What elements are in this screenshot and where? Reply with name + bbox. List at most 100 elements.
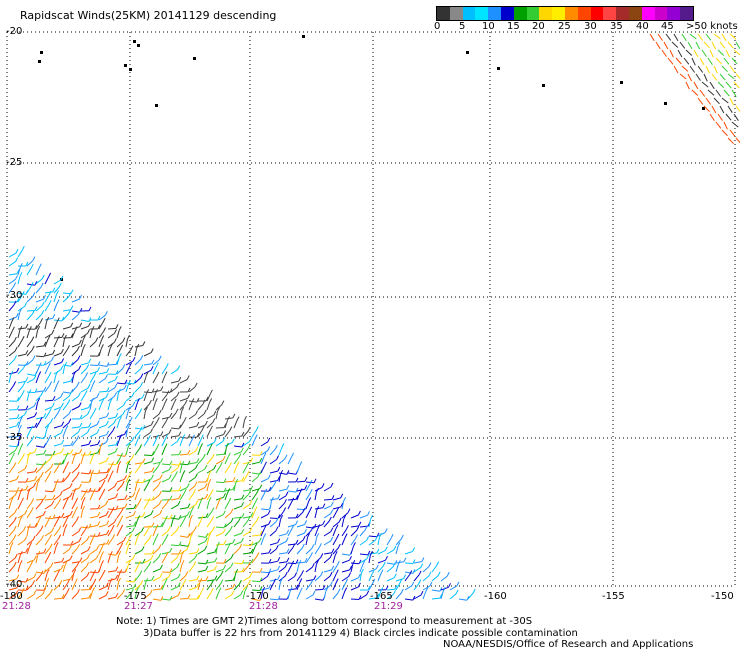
legend-label-45: 45 <box>661 21 674 32</box>
wind-barb-flag <box>232 583 236 589</box>
wind-barb-flag <box>77 543 80 549</box>
wind-barb-flag <box>187 503 191 508</box>
wind-barb <box>287 456 293 465</box>
wind-barb-flag <box>178 450 182 455</box>
wind-barb-flag <box>24 302 28 307</box>
wind-barb <box>341 537 346 546</box>
wind-barb <box>170 380 179 384</box>
wind-barb-flag <box>88 403 92 408</box>
wind-barb-flag <box>88 450 92 456</box>
wind-barb-flag <box>222 455 226 461</box>
wind-barb <box>26 576 35 582</box>
wind-barb <box>35 555 39 564</box>
wind-barb <box>731 57 738 65</box>
wind-barb-flag <box>67 345 70 350</box>
wind-barb-flag <box>330 527 334 532</box>
wind-barb <box>350 564 354 573</box>
wind-barb-flag <box>223 523 227 528</box>
wind-barb <box>89 364 99 366</box>
wind-barb-flag <box>202 399 206 405</box>
wind-barb <box>296 582 301 591</box>
wind-barb-flag <box>291 560 295 566</box>
wind-barb <box>107 510 113 519</box>
wind-barb-flag <box>76 516 80 521</box>
wind-barb-flag <box>34 388 38 393</box>
wind-barb-flag <box>186 483 190 488</box>
wind-barb-flag <box>14 355 18 360</box>
wind-barb <box>341 559 350 564</box>
wind-barb-flag <box>50 454 54 459</box>
wind-barb <box>26 439 33 447</box>
wind-barb <box>215 459 224 465</box>
wind-barb-flag <box>76 381 80 387</box>
wind-barb-flag <box>249 500 253 505</box>
wind-barb-flag <box>21 335 25 341</box>
wind-barb <box>721 65 728 73</box>
wind-barb-flag <box>34 467 38 473</box>
wind-barb <box>269 582 275 591</box>
wind-barb-flag <box>336 560 340 566</box>
wind-barb-flag <box>22 453 25 458</box>
wind-barb <box>53 466 59 474</box>
wind-barb <box>71 431 79 438</box>
wind-barb <box>17 420 21 429</box>
wind-barb-flag <box>348 572 352 577</box>
wind-barb-flag <box>177 500 181 506</box>
wind-barb <box>314 588 324 591</box>
wind-barb <box>731 121 739 128</box>
wind-barb <box>197 582 201 591</box>
wind-barb <box>134 531 142 537</box>
wind-barb <box>125 447 129 456</box>
wind-barb-flag <box>133 510 136 516</box>
wind-barb <box>62 456 67 465</box>
wind-barb-flag <box>158 409 162 415</box>
wind-barb-flag <box>181 406 185 412</box>
wind-barb-flag <box>92 533 96 538</box>
wind-barb-flag <box>60 402 64 408</box>
wind-barb <box>332 506 341 510</box>
wind-barb-flag <box>16 574 20 580</box>
wind-barb-flag <box>25 361 29 366</box>
wind-barb <box>665 33 672 41</box>
wind-barb-flag <box>232 413 236 419</box>
wind-barb-flag <box>52 514 56 519</box>
wind-barb-flag <box>40 471 44 477</box>
wind-barb-flag <box>105 510 109 516</box>
wind-barb <box>44 467 52 474</box>
wind-barb-flag <box>30 281 34 287</box>
wind-barb-flag <box>37 550 41 556</box>
wind-barb <box>386 566 394 573</box>
wind-barb <box>134 564 139 573</box>
island-marker <box>193 57 196 60</box>
wind-barb <box>735 73 740 80</box>
colorbar-swatch <box>526 7 540 20</box>
wind-barb-flag <box>222 437 226 442</box>
wind-barb <box>71 510 76 519</box>
wind-barb <box>17 513 26 519</box>
wind-barb <box>314 507 323 510</box>
wind-barb <box>350 577 359 582</box>
island-marker <box>137 44 140 47</box>
wind-barb-flag <box>82 335 86 340</box>
wind-barb <box>215 543 225 546</box>
wind-barb-flag <box>122 409 126 415</box>
wind-barb-flag <box>69 545 72 550</box>
wind-barb-flag <box>38 263 42 268</box>
wind-barb-flag <box>140 373 144 378</box>
wind-barb <box>719 41 726 49</box>
wind-barb-flag <box>165 551 169 557</box>
wind-barb <box>287 547 294 555</box>
wind-barb-flag <box>330 509 334 514</box>
wind-barb <box>26 267 32 276</box>
wind-barb <box>224 442 233 447</box>
wind-barb-flag <box>194 382 198 388</box>
wind-barb-flag <box>140 580 144 585</box>
wind-barb <box>98 331 105 339</box>
wind-barb-flag <box>175 408 179 414</box>
wind-barb-flag <box>128 560 131 565</box>
wind-barb <box>197 413 205 420</box>
wind-barb <box>98 314 106 321</box>
wind-barb <box>251 556 258 564</box>
wind-barb-flag <box>13 300 17 306</box>
wind-barb <box>107 508 117 511</box>
